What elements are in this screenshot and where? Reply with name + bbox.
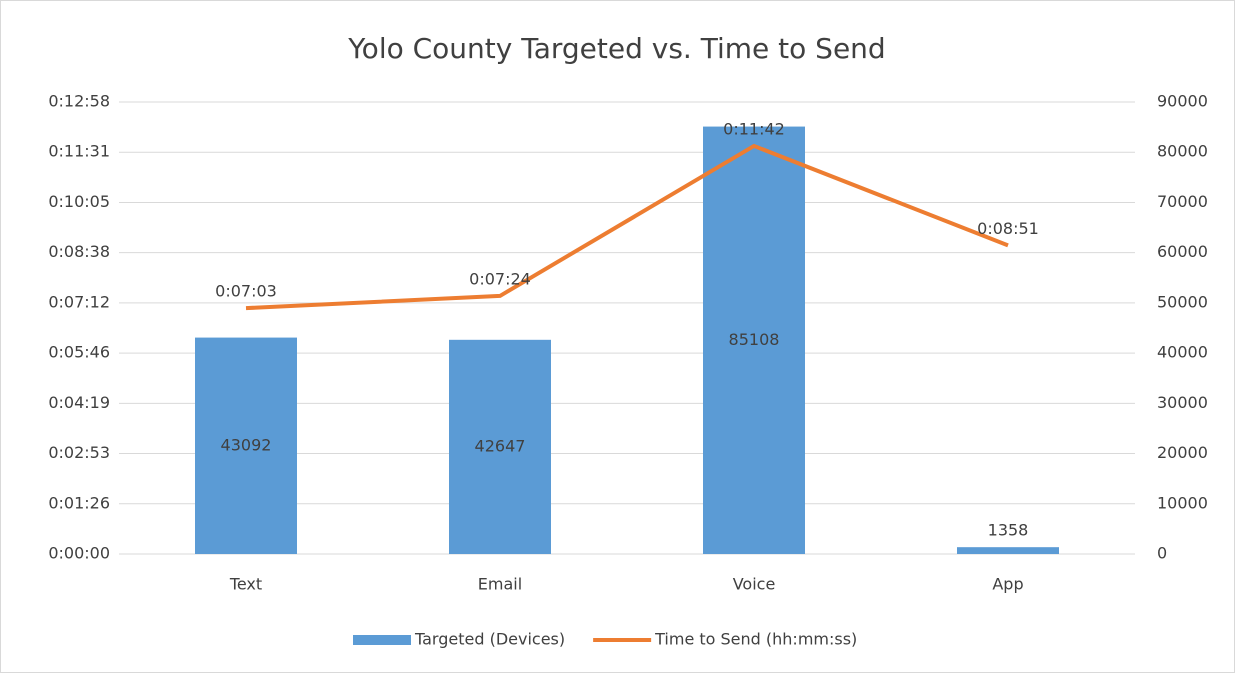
y2-tick-label: 70000 (1157, 192, 1208, 211)
y2-tick-label: 40000 (1157, 343, 1208, 362)
legend-label: Targeted (Devices) (414, 630, 565, 649)
bar-value-label: 85108 (729, 330, 780, 349)
x-tick-label: Text (229, 575, 262, 594)
y2-tick-label: 0 (1157, 544, 1167, 563)
y-tick-label: 0:05:46 (48, 343, 110, 362)
y-tick-label: 0:01:26 (48, 493, 110, 512)
x-tick-label: Voice (733, 575, 776, 594)
x-tick-label: Email (478, 575, 522, 594)
bar (195, 337, 297, 554)
x-tick-label: App (992, 575, 1023, 594)
y-tick-label: 0:00:00 (48, 544, 110, 563)
line-value-label: 0:11:42 (723, 119, 785, 138)
y-tick-label: 0:07:12 (48, 292, 110, 311)
line-value-label: 0:07:03 (215, 282, 277, 301)
bar-value-label: 43092 (221, 435, 272, 454)
y-tick-label: 0:02:53 (48, 443, 110, 462)
bar (957, 547, 1059, 554)
y2-tick-label: 80000 (1157, 142, 1208, 161)
y2-tick-label: 30000 (1157, 393, 1208, 412)
y-tick-label: 0:08:38 (48, 242, 110, 261)
bar (449, 339, 551, 554)
chart-title: Yolo County Targeted vs. Time to Send (347, 32, 885, 65)
bar-value-label: 42647 (475, 436, 526, 455)
y-tick-label: 0:12:58 (48, 92, 110, 111)
line (245, 143, 1009, 311)
line-value-label: 0:08:51 (977, 219, 1039, 238)
y-tick-label: 0:10:05 (48, 192, 110, 211)
bar (703, 126, 805, 554)
y2-tick-label: 50000 (1157, 292, 1208, 311)
y2-tick-label: 10000 (1157, 493, 1208, 512)
y-tick-label: 0:11:31 (48, 142, 110, 161)
y2-tick-label: 20000 (1157, 443, 1208, 462)
y2-tick-label: 90000 (1157, 92, 1208, 111)
legend-swatch (353, 635, 411, 645)
y2-tick-label: 60000 (1157, 242, 1208, 261)
line-value-label: 0:07:24 (469, 269, 531, 288)
legend-label: Time to Send (hh:mm:ss) (654, 630, 857, 649)
bar-value-label: 1358 (988, 521, 1029, 540)
y-tick-label: 0:04:19 (48, 393, 110, 412)
